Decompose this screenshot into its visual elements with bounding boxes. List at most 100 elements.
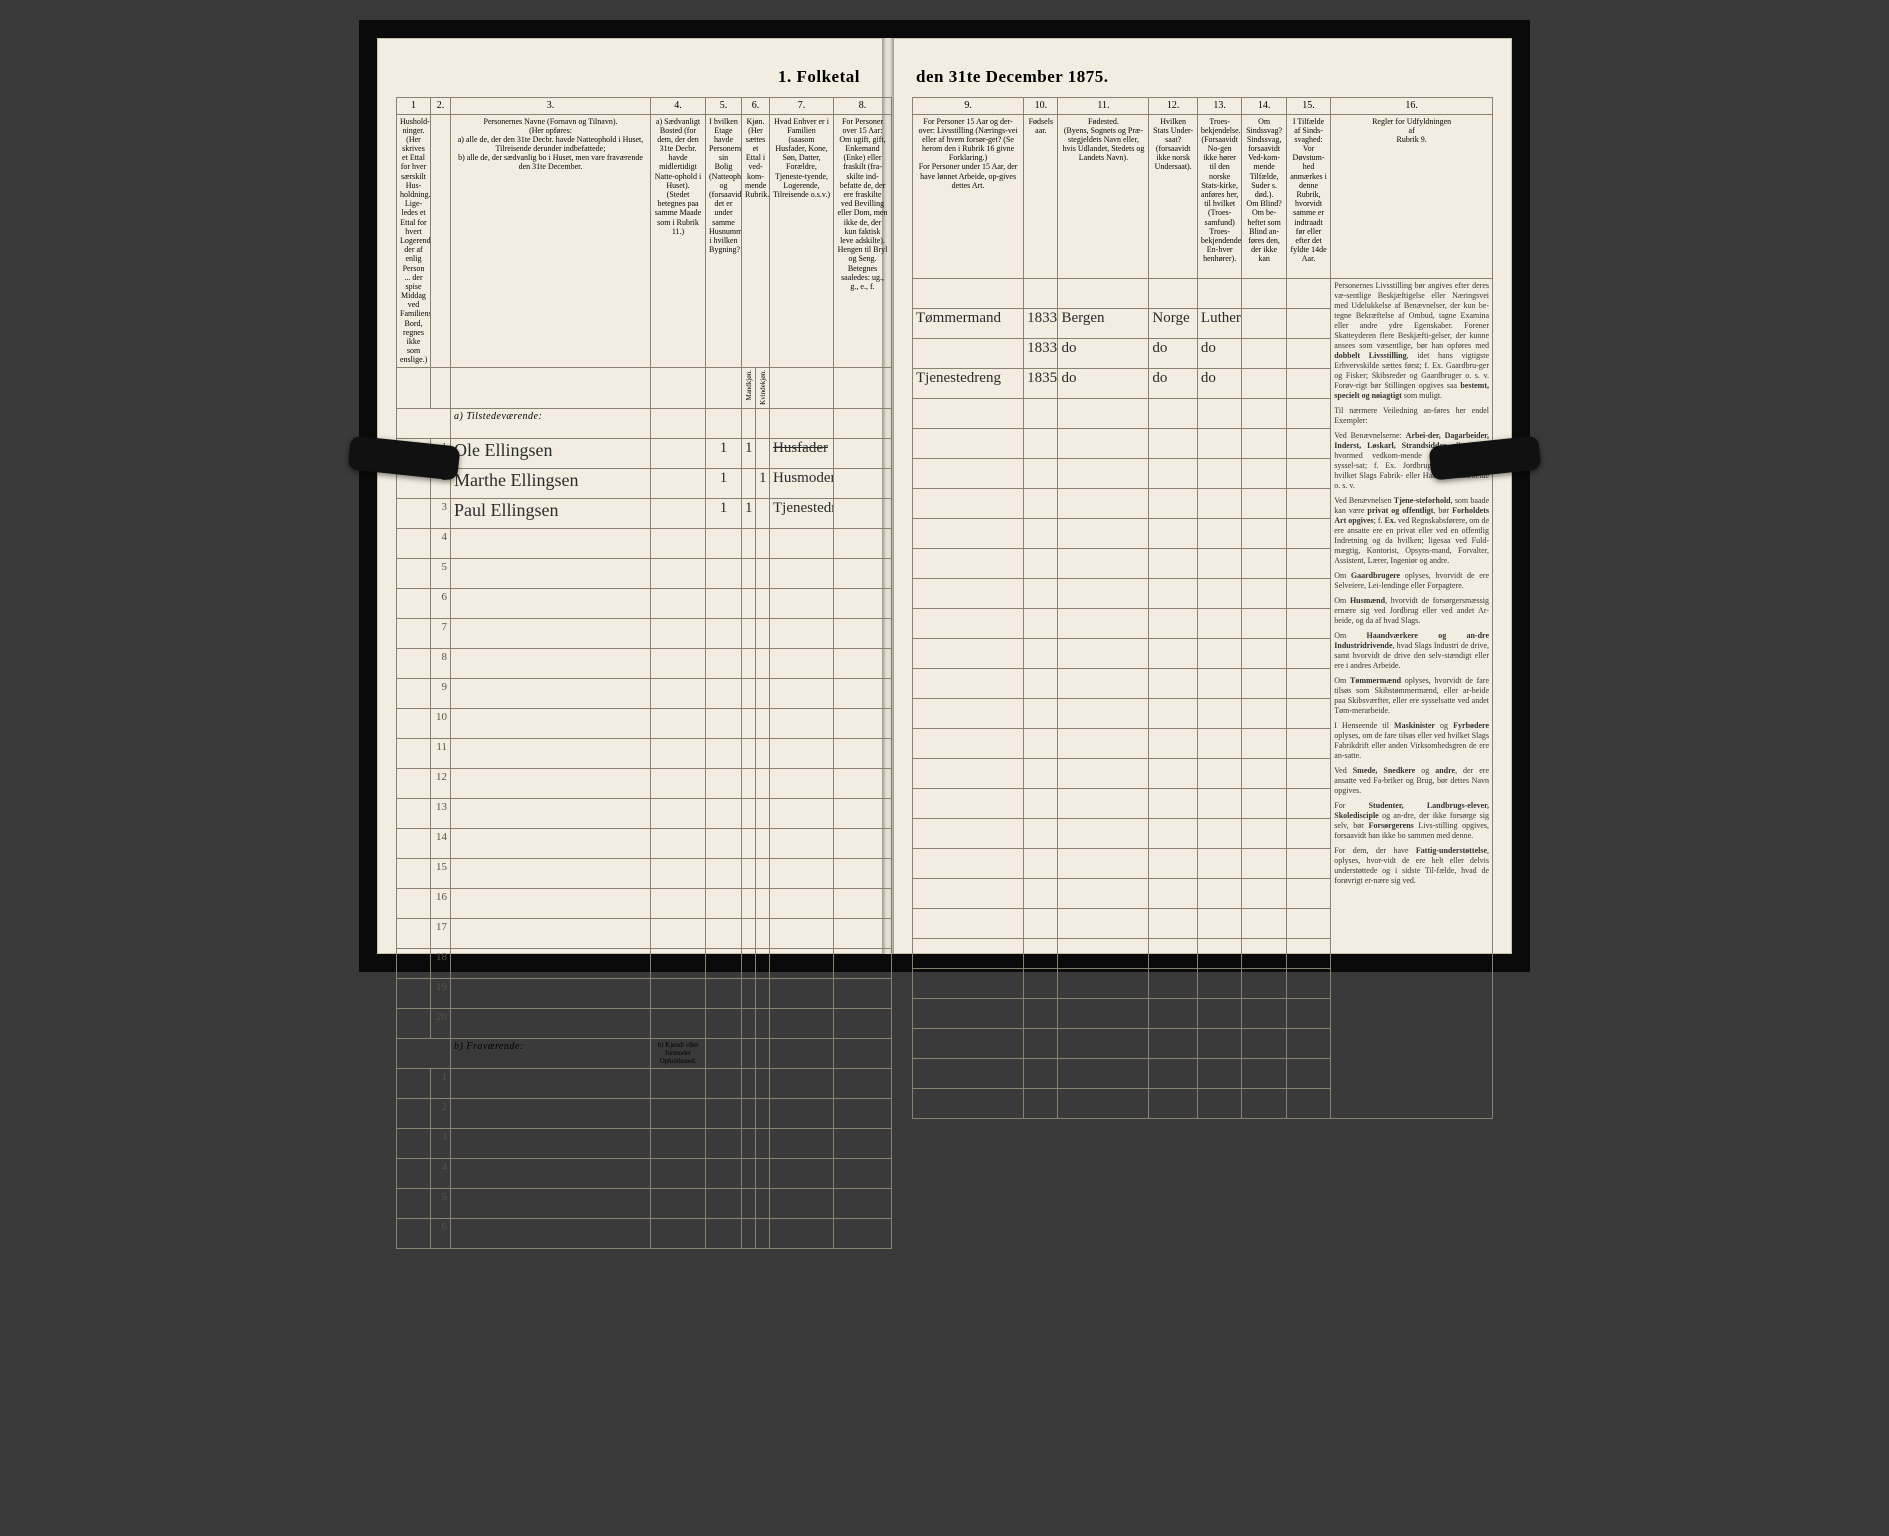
cell-col10 [1024,608,1058,638]
cell-etage [706,829,742,859]
cell-person-no: 8 [431,649,451,679]
cell-col10 [1024,818,1058,848]
cell-col14 [1242,518,1286,548]
cell-col14 [1242,428,1286,458]
cell-col13 [1197,428,1241,458]
cell-relation [770,949,834,979]
cell-sex-k [756,619,770,649]
cell-col15 [1286,758,1330,788]
cell-col12 [1149,848,1198,878]
cell-etage [706,529,742,559]
cell-household [397,589,431,619]
cell-sex-m [742,469,756,499]
cell-etage [706,769,742,799]
table-row: 9 [397,679,892,709]
cell-name [451,709,651,739]
col-number: 1 [397,98,431,115]
cell-relation [770,1009,834,1039]
cell-relation [770,829,834,859]
cell-etage [706,679,742,709]
cell-col9 [913,458,1024,488]
cell-sex-k [756,679,770,709]
cell-name [451,859,651,889]
cell-etage [706,949,742,979]
cell-sex-k [756,709,770,739]
cell-col15 [1286,428,1330,458]
cell-name [451,739,651,769]
cell-sex-k [756,589,770,619]
table-row: 17 [397,919,892,949]
cell-civil [834,649,892,679]
cell-civil [834,769,892,799]
cell-col9 [913,728,1024,758]
cell-etage [706,859,742,889]
cell-col11 [1058,668,1149,698]
col-number: 3. [451,98,651,115]
cell-name [451,829,651,859]
cell-col12 [1149,668,1198,698]
cell-etage: 1 [706,439,742,469]
cell-name [451,1009,651,1039]
page-title-right: den 31te December 1875. [912,67,1493,87]
col-heading: Om Sindssvag? Sindssvag, forsaavidt Ved-… [1242,114,1286,278]
cell-col10 [1024,788,1058,818]
cell-col13 [1197,638,1241,668]
cell-col14 [1242,488,1286,518]
cell-civil [834,829,892,859]
cell-relation [770,889,834,919]
table-row: 8 [397,649,892,679]
col-heading: Regler for UdfyldningenafRubrik 9. [1331,114,1493,278]
col-heading: Kjøn. (Her sættes et Ettal i ved-kom-men… [742,114,770,367]
cell-etage [706,559,742,589]
cell-person-no: 14 [431,829,451,859]
table-row: 2 [397,1099,892,1129]
cell-name [451,799,651,829]
col-number: 2. [431,98,451,115]
cell-col11 [1058,488,1149,518]
cell-col10 [1024,428,1058,458]
cell-col9 [913,398,1024,428]
cell-relation [770,619,834,649]
cell-sex-m [742,949,756,979]
cell-relation [770,589,834,619]
cell-sex-m: 1 [742,499,756,529]
cell-col13 [1197,728,1241,758]
cell-col12 [1149,398,1198,428]
cell-col11 [1058,518,1149,548]
cell-relation [770,859,834,889]
cell-col14 [1242,548,1286,578]
col-heading [431,114,451,367]
cell-col12 [1149,758,1198,788]
cell-person-no: 12 [431,769,451,799]
cell-col9 [913,338,1024,368]
table-row: 18 [397,949,892,979]
cell-col11 [1058,728,1149,758]
cell-person-no: 11 [431,739,451,769]
rules-text: Personernes Livsstilling bør angives eft… [1331,278,1493,1118]
table-row: 13 [397,799,892,829]
cell-col15 [1286,878,1330,908]
cell-col12: do [1149,338,1198,368]
cell-col14 [1242,458,1286,488]
cell-col12 [1149,428,1198,458]
cell-household [397,979,431,1009]
cell-civil [834,469,892,499]
cell-sex-k [756,739,770,769]
cell-person-no: 20 [431,1009,451,1039]
cell-person-no: 17 [431,919,451,949]
cell-col12 [1149,548,1198,578]
cell-sex-k [756,649,770,679]
cell-sex-k [756,559,770,589]
table-row: 14 [397,829,892,859]
cell-civil [834,799,892,829]
cell-civil [834,739,892,769]
cell-col14 [1242,878,1286,908]
cell-col13: do [1197,338,1241,368]
cell-col10 [1024,878,1058,908]
cell-relation [770,709,834,739]
cell-person-no: 10 [431,709,451,739]
cell-col10 [1024,758,1058,788]
col-number: 15. [1286,98,1330,115]
cell-col10 [1024,578,1058,608]
cell-col11 [1058,608,1149,638]
